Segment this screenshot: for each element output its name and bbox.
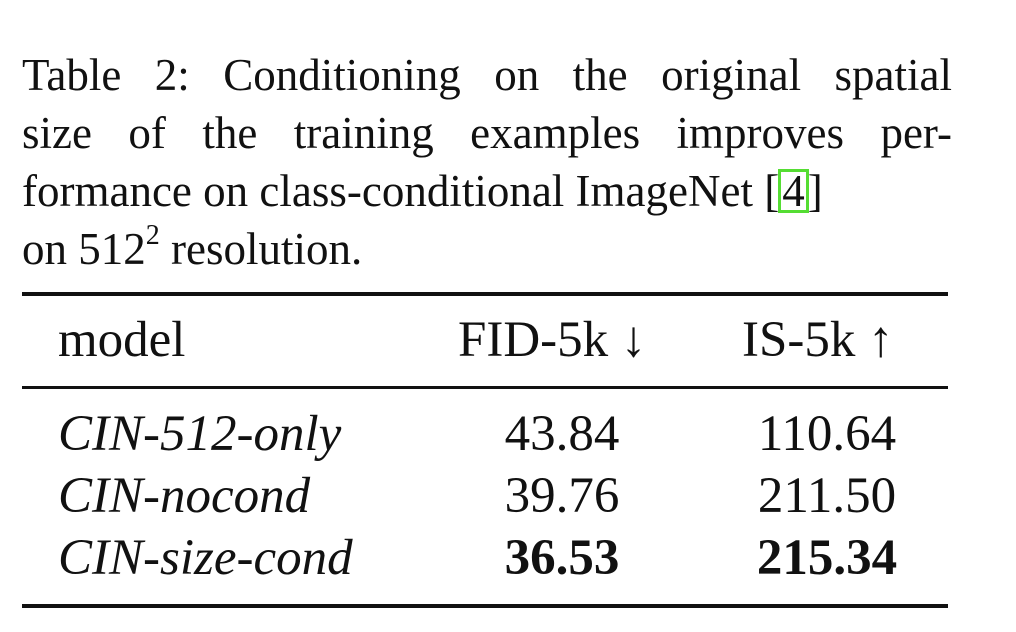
table-row: CIN-size-cond 36.53 215.34: [22, 528, 948, 588]
citation-link[interactable]: 4: [778, 169, 809, 214]
table-bottom-rule: [22, 604, 948, 608]
header-is: IS-5k ↑: [742, 312, 894, 368]
table-top-rule: [22, 292, 948, 296]
superscript-exponent: 2: [145, 220, 160, 251]
row-model-name: CIN-nocond: [58, 468, 311, 524]
row-fid-value: 43.84: [504, 406, 620, 462]
table-row: CIN-512-only 43.84 110.64: [22, 404, 948, 464]
table-row: CIN-nocond 39.76 211.50: [22, 466, 948, 526]
row-is-value-best: 215.34: [756, 530, 898, 586]
header-model: model: [58, 312, 186, 368]
caption-line-1: Table 2: Conditioning on the original sp…: [22, 50, 952, 100]
caption-line-4: on 5122 resolution.: [22, 220, 952, 278]
caption-line-3-text: formance on class-conditional ImageNet [: [22, 166, 780, 216]
caption-line-4-end: resolution.: [159, 224, 363, 274]
caption-line-3-end: ]: [807, 166, 823, 216]
caption-line-4-text: on 512: [22, 224, 146, 274]
row-fid-value-best: 36.53: [504, 530, 620, 586]
header-fid: FID-5k ↓: [458, 312, 647, 368]
table-header-row: model FID-5k ↓ IS-5k ↑: [22, 310, 948, 370]
row-is-value: 211.50: [757, 468, 897, 524]
caption-line-2: size of the training examples improves p…: [22, 108, 952, 158]
row-model-name: CIN-size-cond: [58, 530, 353, 586]
caption-line-3: formance on class-conditional ImageNet […: [22, 162, 952, 220]
row-model-name: CIN-512-only: [58, 406, 342, 462]
table-caption: Table 2: Conditioning on the original sp…: [22, 46, 952, 278]
table-mid-rule: [22, 386, 948, 389]
row-fid-value: 39.76: [504, 468, 620, 524]
row-is-value: 110.64: [757, 406, 897, 462]
